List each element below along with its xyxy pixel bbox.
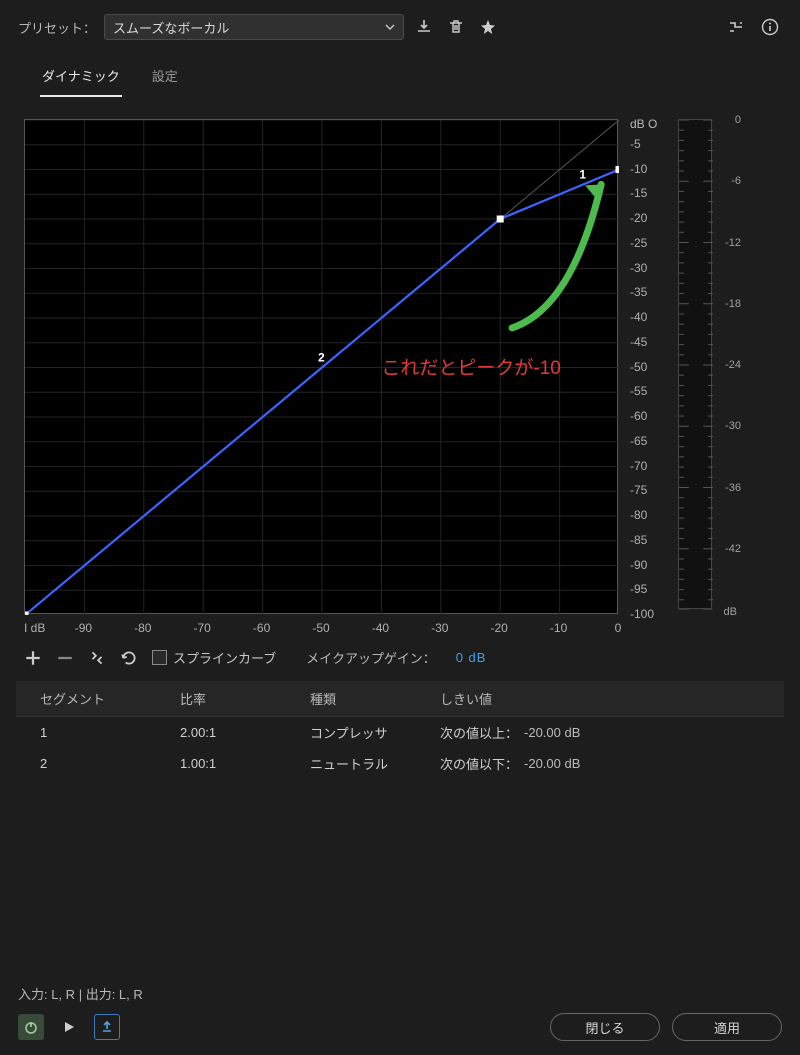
import-preset-icon[interactable] bbox=[412, 15, 436, 39]
routing-icon[interactable] bbox=[724, 15, 748, 39]
spline-checkbox[interactable]: スプラインカーブ bbox=[152, 648, 276, 667]
makeup-gain-label: メイクアップゲイン： bbox=[306, 648, 435, 667]
play-button[interactable] bbox=[56, 1014, 82, 1040]
dynamics-chart[interactable]: 21これだとピークが-10 dB O -5-10-15-20-25-30-35-… bbox=[24, 119, 618, 614]
add-point-icon[interactable] bbox=[24, 649, 42, 667]
output-meter: 0-6-12-18-24-30-36-42dB bbox=[678, 119, 712, 609]
power-button[interactable] bbox=[18, 1014, 44, 1040]
star-icon[interactable] bbox=[476, 15, 500, 39]
table-row[interactable]: 21.00:1ニュートラル次の値以下：-20.00 dB bbox=[16, 748, 784, 779]
info-icon[interactable] bbox=[758, 15, 782, 39]
segment-table-body: 12.00:1コンプレッサ次の値以上：-20.00 dB21.00:1ニュートラ… bbox=[16, 717, 784, 779]
io-row: 入力: L, R | 出力: L, R bbox=[18, 980, 782, 1013]
tab-dynamic[interactable]: ダイナミック bbox=[40, 62, 122, 97]
swap-icon[interactable] bbox=[88, 649, 106, 667]
tab-settings[interactable]: 設定 bbox=[150, 62, 180, 97]
y-unit: dB O bbox=[630, 117, 657, 131]
table-row[interactable]: 12.00:1コンプレッサ次の値以上：-20.00 dB bbox=[16, 717, 784, 748]
spline-label: スプラインカーブ bbox=[173, 648, 276, 667]
close-button[interactable]: 閉じる bbox=[550, 1013, 660, 1041]
remove-point-icon[interactable] bbox=[56, 649, 74, 667]
annotation-text: これだとピークが-10 bbox=[381, 353, 560, 380]
chevron-down-icon bbox=[385, 22, 395, 32]
svg-text:1: 1 bbox=[579, 167, 586, 181]
apply-button[interactable]: 適用 bbox=[672, 1013, 782, 1041]
reset-icon[interactable] bbox=[120, 649, 138, 667]
export-button[interactable] bbox=[94, 1014, 120, 1040]
makeup-gain-value[interactable]: 0 dB bbox=[456, 650, 487, 665]
trash-icon[interactable] bbox=[444, 15, 468, 39]
preset-value: スムーズなボーカル bbox=[113, 18, 229, 37]
preset-select[interactable]: スムーズなボーカル bbox=[104, 14, 404, 40]
segment-table-header: セグメント 比率 種類 しきい値 bbox=[16, 681, 784, 717]
svg-text:2: 2 bbox=[318, 351, 325, 365]
preset-label: プリセット： bbox=[18, 18, 96, 37]
